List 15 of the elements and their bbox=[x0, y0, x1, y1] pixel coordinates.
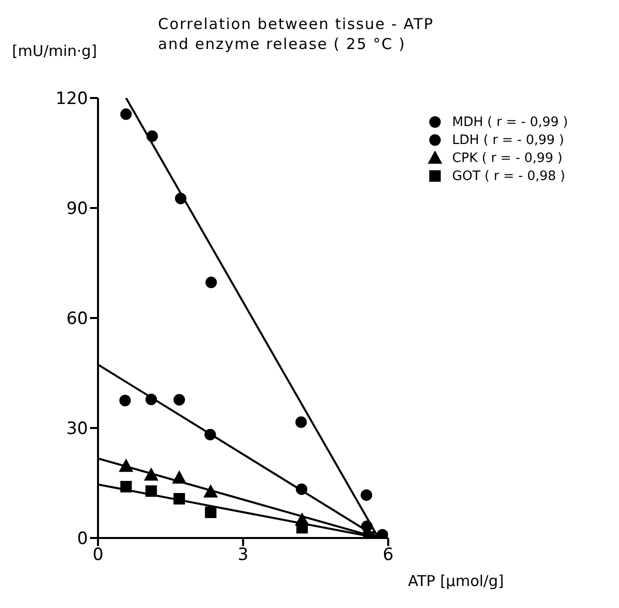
y-tick-label: 60 bbox=[66, 309, 88, 330]
legend-label: MDH ( r = - 0,99 ) bbox=[452, 114, 568, 130]
y-tick-label: 30 bbox=[66, 419, 88, 440]
x-tick-label: 3 bbox=[238, 545, 248, 566]
x-axis-title: ATP [μmol/g] bbox=[408, 572, 504, 590]
y-tick-label: 90 bbox=[66, 199, 88, 220]
chart-title: Correlation between tissue - ATP and enzyme release ( 25 °C ) bbox=[158, 14, 434, 54]
legend-label: CPK ( r = - 0,99 ) bbox=[452, 150, 562, 166]
x-tick-label: 6 bbox=[382, 545, 394, 566]
legend-label: GOT ( r = - 0,98 ) bbox=[452, 168, 566, 184]
y-tick-label: 0 bbox=[77, 529, 88, 550]
legend-label: LDH ( r = - 0,99 ) bbox=[452, 132, 564, 148]
y-tick-label: 120 bbox=[56, 89, 88, 110]
y-axis-title: [mU/min·g] bbox=[12, 42, 97, 60]
x-tick-label: 0 bbox=[92, 545, 104, 566]
